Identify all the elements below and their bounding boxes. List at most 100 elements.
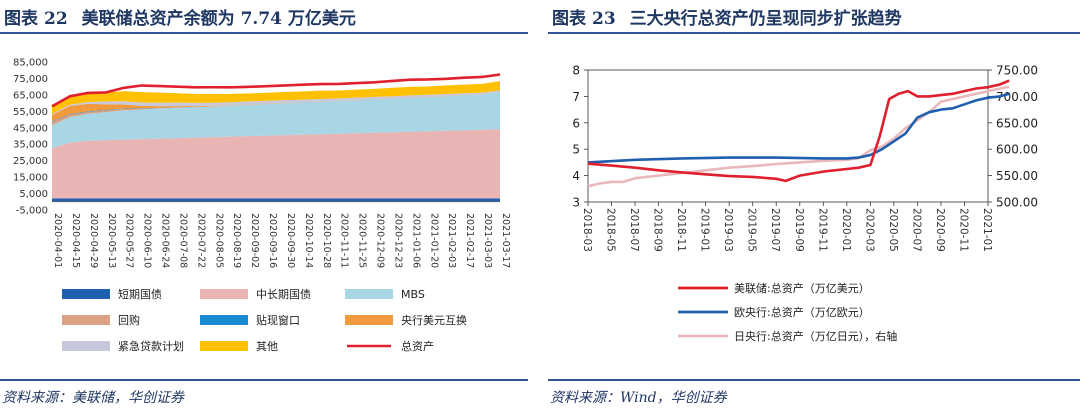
legend-swatch — [62, 341, 110, 351]
x-tick-label: 2020-12-09 — [375, 213, 386, 268]
legend-label: 央行美元互换 — [401, 313, 467, 327]
stacked-area-chart: 85,000 75,000 65,000 55,000 45,000 35,000 25,0… — [13, 58, 511, 354]
y-tick-label: 85,000 — [13, 58, 48, 69]
series-line-3 — [587, 85, 1010, 188]
x-tick-label: 2020-05-13 — [106, 213, 117, 268]
x-tick-label: 2020-09-30 — [285, 213, 296, 268]
left-y-tick-label: 4 — [572, 169, 580, 183]
x-tick-label: 2019-05 — [746, 208, 758, 252]
y-tick-label: 25,000 — [13, 156, 48, 167]
x-tick-label: 2020-07 — [910, 208, 922, 252]
y-tick-label: 15,000 — [13, 173, 48, 184]
right-title-text: 三大央行总资产仍呈现同步扩张趋势 — [629, 9, 902, 29]
x-tick-label: 2020-08-19 — [231, 213, 242, 268]
y-tick-label: 5,000 — [19, 189, 48, 200]
x-tick-label: 2020-03 — [863, 208, 875, 252]
x-tick-label: 2021-01 — [981, 208, 993, 252]
y-tick-label: 45,000 — [13, 123, 48, 134]
series-line-1 — [587, 79, 1010, 183]
area-series-8 — [52, 81, 500, 115]
x-tick-label: 2020-06-24 — [160, 213, 171, 268]
x-tick-label: 2020-07-22 — [195, 213, 206, 268]
legend-swatch — [200, 315, 248, 325]
x-tick-label: 2021-03-03 — [482, 213, 493, 268]
legend-label: MBS — [401, 288, 425, 301]
legend-label: 欧央行:总资产（万亿欧元） — [734, 305, 870, 319]
area-series-6 — [52, 91, 500, 122]
x-tick-label: 2018-07 — [628, 208, 640, 252]
right-bottom-rule — [548, 379, 1080, 381]
left-title-number: 22 — [44, 9, 68, 29]
x-tick-label: 2019-09 — [793, 208, 805, 252]
x-tick-label: 2020-09-02 — [249, 213, 260, 268]
legend-label: 紧急贷款计划 — [118, 339, 184, 353]
x-tick-label: 2019-07 — [769, 208, 781, 252]
y-tick-label: -5,000 — [16, 206, 48, 217]
legend-swatch — [200, 289, 248, 299]
x-tick-label: 2020-07-08 — [177, 213, 188, 268]
left-bottom-rule — [0, 379, 528, 381]
y-tick-label: 75,000 — [13, 74, 48, 85]
right-top-rule — [548, 32, 1080, 34]
x-tick-label: 2018-11 — [675, 208, 687, 252]
line-chart: 876543750.00700.00650.00600.00550.00500.… — [572, 64, 1038, 344]
x-tick-label: 2019-01 — [699, 208, 711, 252]
left-y-tick-label: 5 — [572, 143, 580, 157]
x-tick-label: 2020-11-25 — [357, 213, 368, 268]
y-tick-label: 35,000 — [13, 140, 48, 151]
total-assets-line — [51, 73, 501, 108]
x-tick-label: 2021-01-06 — [410, 213, 421, 268]
legend-label: 美联储:总资产（万亿美元） — [734, 281, 870, 295]
x-tick-label: 2021-01-20 — [428, 213, 439, 268]
x-tick-label: 2020-04-01 — [52, 213, 63, 268]
x-tick-label: 2019-03 — [722, 208, 734, 252]
legend-swatch — [62, 289, 110, 299]
right-title-number: 23 — [592, 9, 616, 29]
left-source-note: 资料来源：美联储，华创证券 — [2, 390, 184, 406]
legend-swatch — [62, 315, 110, 325]
x-tick-label: 2020-11-11 — [339, 213, 350, 268]
legend-label: 总资产 — [401, 339, 434, 353]
legend-label: 贴现窗口 — [256, 313, 300, 327]
legend-label: 中长期国债 — [256, 287, 311, 301]
left-title-text: 美联储总资产余额为 7.74 万亿美元 — [81, 9, 356, 29]
area-series-3 — [52, 92, 500, 149]
x-tick-label: 2020-04-15 — [70, 213, 81, 268]
left-y-tick-label: 7 — [572, 90, 580, 104]
right-y-tick-label: 750.00 — [996, 64, 1038, 78]
y-tick-label: 55,000 — [13, 107, 48, 118]
left-y-tick-label: 6 — [572, 116, 580, 130]
x-tick-label: 2021-03-17 — [500, 213, 511, 268]
x-tick-label: 2020-01 — [840, 208, 852, 252]
x-tick-label: 2018-05 — [605, 208, 617, 252]
legend-label: 日央行:总资产（万亿日元），右轴 — [734, 329, 897, 343]
right-chart-panel: 图表 23 三大央行总资产仍呈现同步扩张趋势 8 7 6 5 4 3 750.00 700.00 6… — [548, 0, 1080, 413]
x-tick-label: 2020-05 — [887, 208, 899, 252]
left-top-rule — [0, 32, 528, 34]
x-tick-label: 2018-03 — [581, 208, 593, 252]
x-tick-label: 2020-10-14 — [303, 213, 314, 268]
area-series-2 — [52, 129, 500, 199]
right-y-tick-label: 500.00 — [996, 196, 1038, 210]
legend-swatch — [200, 341, 248, 351]
left-chart-title: 图表 22 美联储总资产余额为 7.74 万亿美元 — [4, 4, 356, 29]
x-tick-label: 2020-12-23 — [392, 213, 403, 268]
area-series-7 — [52, 90, 500, 115]
legend-swatch — [345, 289, 393, 299]
right-title-prefix: 图表 — [552, 9, 586, 29]
left-y-tick-label: 8 — [572, 64, 580, 78]
right-y-tick-label: 550.00 — [996, 169, 1038, 183]
legend-label: 回购 — [118, 313, 140, 327]
x-tick-label: 2020-09-16 — [267, 213, 278, 268]
left-y-tick-label: 3 — [572, 196, 580, 210]
x-tick-label: 2020-04-29 — [88, 213, 99, 268]
series-line-2 — [587, 92, 1010, 164]
legend-swatch — [345, 315, 393, 325]
area-series-1 — [52, 198, 500, 202]
right-y-tick-label: 600.00 — [996, 143, 1038, 157]
x-tick-label: 2020-10-28 — [321, 213, 332, 268]
right-chart-title: 图表 23 三大央行总资产仍呈现同步扩张趋势 — [552, 4, 902, 29]
legend-label: 其他 — [256, 340, 278, 353]
left-title-prefix: 图表 — [4, 9, 38, 29]
right-y-tick-label: 650.00 — [996, 116, 1038, 130]
